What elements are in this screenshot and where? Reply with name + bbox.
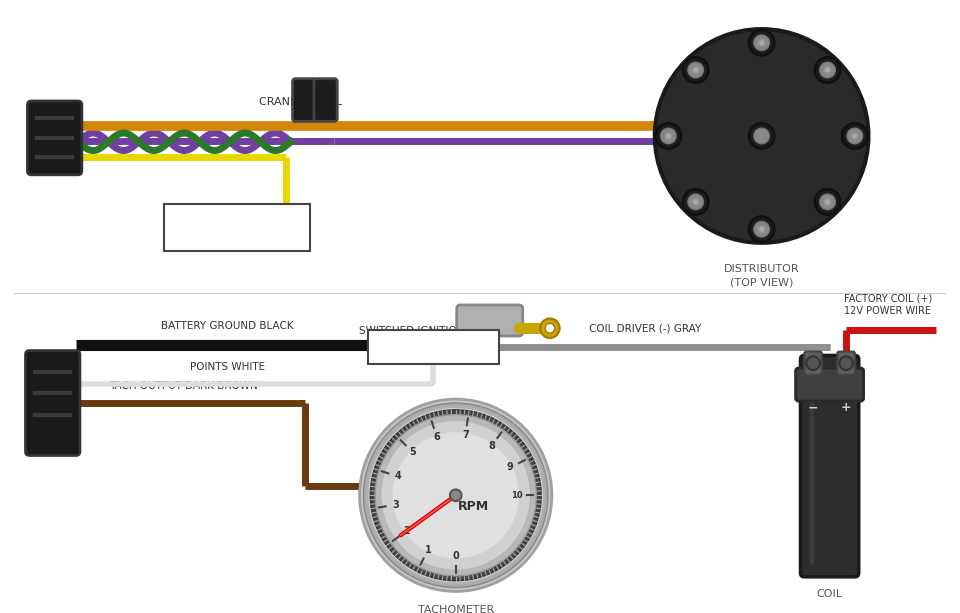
Circle shape bbox=[839, 356, 852, 370]
Text: 6: 6 bbox=[434, 432, 441, 442]
Text: COIL DRIVER MODULE: COIL DRIVER MODULE bbox=[374, 342, 493, 352]
Bar bbox=[164, 204, 310, 251]
Text: TACH OUTPUT DARK BROWN: TACH OUTPUT DARK BROWN bbox=[109, 381, 258, 391]
FancyBboxPatch shape bbox=[28, 101, 82, 175]
FancyBboxPatch shape bbox=[837, 351, 854, 375]
Text: 5: 5 bbox=[409, 447, 416, 457]
Text: 0: 0 bbox=[452, 552, 459, 562]
FancyBboxPatch shape bbox=[26, 351, 80, 455]
Circle shape bbox=[754, 128, 769, 143]
Circle shape bbox=[820, 63, 835, 78]
Circle shape bbox=[815, 189, 840, 215]
Circle shape bbox=[806, 356, 820, 370]
Circle shape bbox=[847, 128, 863, 143]
Circle shape bbox=[825, 199, 830, 205]
Text: 8: 8 bbox=[489, 441, 495, 451]
Circle shape bbox=[684, 189, 708, 215]
Circle shape bbox=[684, 58, 708, 83]
Circle shape bbox=[540, 319, 560, 338]
Text: 7: 7 bbox=[462, 430, 468, 440]
Circle shape bbox=[693, 199, 699, 205]
Circle shape bbox=[364, 403, 548, 587]
Circle shape bbox=[749, 30, 775, 55]
Circle shape bbox=[749, 216, 775, 242]
Text: TACHOMETER: TACHOMETER bbox=[418, 605, 493, 613]
Circle shape bbox=[693, 67, 699, 73]
FancyBboxPatch shape bbox=[314, 78, 337, 121]
Circle shape bbox=[375, 414, 537, 576]
Circle shape bbox=[842, 123, 868, 148]
Circle shape bbox=[655, 29, 869, 243]
Text: BATTERY GROUND BLACK: BATTERY GROUND BLACK bbox=[161, 321, 294, 331]
Circle shape bbox=[749, 123, 775, 148]
Circle shape bbox=[371, 410, 541, 581]
Circle shape bbox=[825, 67, 830, 73]
FancyBboxPatch shape bbox=[796, 368, 864, 401]
Text: RPM: RPM bbox=[458, 500, 489, 514]
Circle shape bbox=[368, 407, 544, 584]
Text: COIL: COIL bbox=[817, 588, 843, 598]
Circle shape bbox=[688, 63, 704, 78]
Text: 10: 10 bbox=[511, 491, 522, 500]
Circle shape bbox=[545, 324, 555, 333]
FancyBboxPatch shape bbox=[801, 356, 859, 577]
Circle shape bbox=[660, 128, 676, 143]
Text: COIL DRIVER (-) GRAY: COIL DRIVER (-) GRAY bbox=[589, 323, 701, 333]
Text: CRANK SIGNAL: CRANK SIGNAL bbox=[259, 97, 342, 107]
Text: 9: 9 bbox=[507, 462, 514, 473]
Text: SWITCHED IGNITION +12V PINK: SWITCHED IGNITION +12V PINK bbox=[359, 326, 523, 336]
Circle shape bbox=[758, 226, 764, 232]
Text: −: − bbox=[808, 402, 818, 414]
Circle shape bbox=[815, 58, 840, 83]
Text: 3: 3 bbox=[392, 500, 398, 510]
Text: 1: 1 bbox=[424, 545, 431, 555]
Text: POINTS WHITE: POINTS WHITE bbox=[190, 362, 265, 372]
Circle shape bbox=[393, 432, 518, 558]
Text: +: + bbox=[841, 402, 852, 414]
Bar bbox=[369, 330, 499, 364]
Text: NOT USED: NOT USED bbox=[197, 231, 277, 245]
Circle shape bbox=[754, 221, 769, 237]
Text: FACTORY COIL (+)
12V POWER WIRE: FACTORY COIL (+) 12V POWER WIRE bbox=[844, 293, 932, 316]
Circle shape bbox=[450, 489, 462, 501]
FancyBboxPatch shape bbox=[804, 351, 822, 375]
Circle shape bbox=[852, 133, 858, 139]
Circle shape bbox=[754, 35, 769, 50]
Circle shape bbox=[381, 421, 531, 570]
Text: COIL INPUT (-), YELLOW: COIL INPUT (-), YELLOW bbox=[184, 213, 290, 222]
Text: 2: 2 bbox=[403, 526, 410, 536]
Text: DISTRIBUTOR
(TOP VIEW): DISTRIBUTOR (TOP VIEW) bbox=[724, 264, 800, 287]
Circle shape bbox=[665, 133, 671, 139]
Circle shape bbox=[758, 40, 764, 45]
Circle shape bbox=[688, 194, 704, 210]
Circle shape bbox=[820, 194, 835, 210]
Circle shape bbox=[360, 399, 552, 592]
Text: 4: 4 bbox=[395, 471, 401, 481]
FancyBboxPatch shape bbox=[457, 305, 523, 336]
FancyBboxPatch shape bbox=[293, 78, 316, 121]
Circle shape bbox=[656, 123, 681, 148]
